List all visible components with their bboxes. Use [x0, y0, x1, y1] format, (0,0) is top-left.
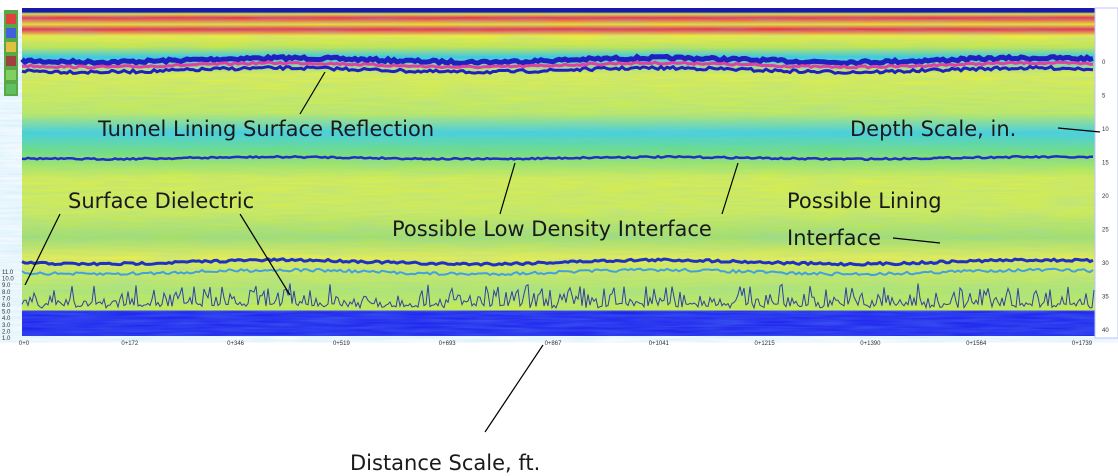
tool-icon[interactable] — [6, 56, 16, 66]
annotation: Possible Low Density Interface — [392, 217, 712, 241]
arrow — [499, 162, 516, 215]
dielectric-tick-label: 11.0 — [2, 270, 14, 276]
distance-tick-label: 0+1564 — [966, 341, 987, 347]
annotation: Tunnel Lining Surface Reflection — [97, 117, 434, 141]
depth-tick-label: 40 — [1102, 328, 1109, 334]
distance-tick-label: 0+1215 — [754, 341, 775, 347]
distance-tick-label: 0+0 — [19, 341, 30, 347]
arrow — [24, 213, 61, 286]
dielectric-tick-label: 6.0 — [2, 303, 11, 309]
annotation: Distance Scale, ft. — [350, 451, 540, 475]
dielectric-tick-label: 8.0 — [2, 290, 11, 296]
tool-icon[interactable] — [6, 70, 16, 80]
dielectric-tick-label: 3.0 — [2, 323, 11, 329]
trace — [21, 154, 1094, 162]
distance-tick-label: 0+867 — [545, 341, 563, 347]
dielectric-tick-label: 4.0 — [2, 316, 11, 322]
dielectric-tick-label: 5.0 — [2, 310, 11, 316]
dielectric-tick-label: 10.0 — [2, 277, 14, 283]
scan-texture — [22, 40, 1095, 315]
dielectric-tick-label: 9.0 — [2, 283, 11, 289]
arrow — [484, 344, 544, 433]
annotation: Interface — [787, 226, 881, 250]
trace — [21, 267, 1094, 277]
arrow — [892, 237, 941, 244]
trace — [21, 60, 1094, 70]
depth-axis — [1094, 7, 1118, 339]
tool-icon[interactable] — [6, 42, 16, 52]
depth-tick-label: 30 — [1102, 261, 1109, 267]
dielectric-tick-label: 1.0 — [2, 336, 11, 342]
arrow — [299, 71, 326, 115]
dielectric-tick-label: 2.0 — [2, 329, 11, 335]
tool-icon[interactable] — [6, 84, 16, 94]
depth-tick-label: 35 — [1102, 295, 1109, 301]
toolbar — [4, 10, 18, 96]
depth-tick-label: 10 — [1102, 127, 1109, 133]
dielectric-trace — [21, 283, 1095, 310]
distance-tick-label: 0+693 — [439, 341, 457, 347]
distance-tick-label: 0+346 — [227, 341, 245, 347]
distance-tick-label: 0+172 — [121, 341, 139, 347]
annotation: Surface Dielectric — [68, 189, 254, 213]
depth-tick-label: 5 — [1102, 94, 1106, 100]
annotation: Possible Lining — [787, 189, 942, 213]
arrow — [239, 213, 291, 296]
tool-icon[interactable] — [6, 14, 16, 24]
distance-tick-label: 0+1041 — [649, 341, 670, 347]
arrow — [1057, 127, 1101, 133]
tool-icon[interactable] — [6, 28, 16, 38]
trace — [20, 53, 1094, 67]
arrow — [721, 162, 739, 215]
trace — [21, 257, 1094, 267]
distance-tick-label: 0+1390 — [860, 341, 881, 347]
annotation: Depth Scale, in. — [850, 117, 1016, 141]
trace — [21, 64, 1094, 75]
dielectric-tick-label: 7.0 — [2, 296, 11, 302]
depth-tick-label: 20 — [1102, 194, 1109, 200]
depth-tick-label: 15 — [1102, 161, 1109, 167]
distance-tick-label: 0+1739 — [1072, 341, 1093, 347]
depth-tick-label: 0 — [1102, 60, 1106, 66]
distance-tick-label: 0+519 — [333, 341, 351, 347]
depth-tick-label: 25 — [1102, 228, 1109, 234]
